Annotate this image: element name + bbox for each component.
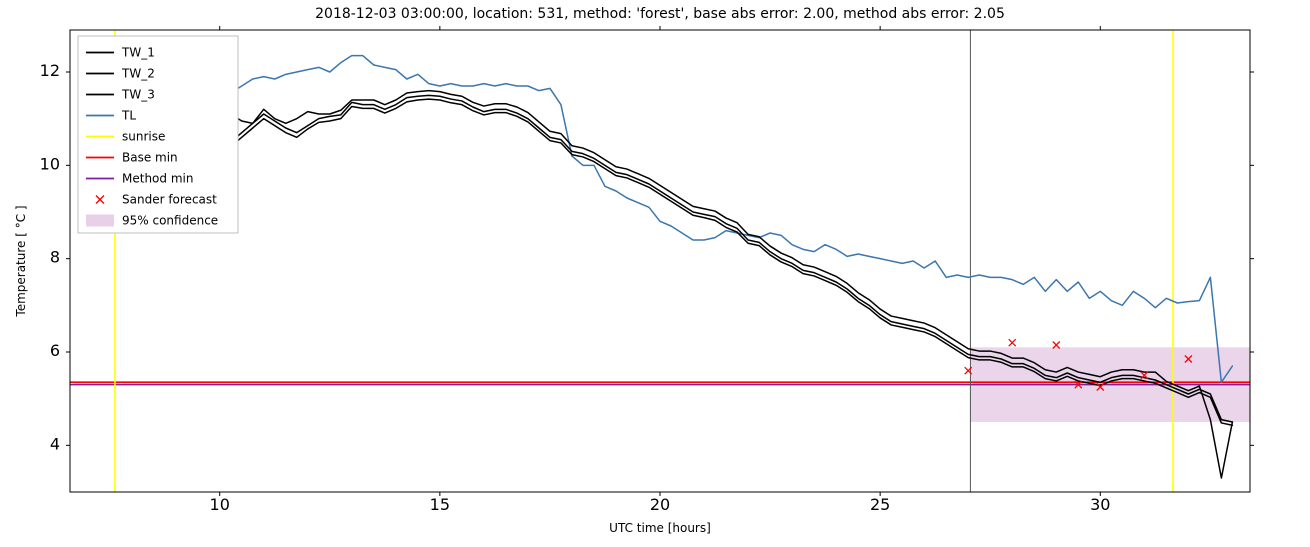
x-tick-label: 25	[870, 495, 890, 514]
legend-label: 95% confidence	[122, 214, 218, 228]
x-tick-label: 15	[430, 495, 450, 514]
y-axis-label: Temperature [ °C ]	[14, 205, 28, 317]
y-tick-label: 4	[50, 434, 60, 453]
legend-label: TW_1	[121, 46, 155, 60]
x-axis-label: UTC time [hours]	[609, 521, 711, 535]
legend: TW_1 TW_2 TW_3 TL sunrise Base min Method min S…	[78, 36, 238, 233]
legend-swatch	[86, 215, 114, 227]
y-tick-label: 6	[50, 341, 60, 360]
legend-label: sunrise	[122, 130, 165, 144]
legend-label: Base min	[122, 151, 178, 165]
x-tick-label: 30	[1090, 495, 1110, 514]
y-tick-label: 10	[40, 154, 60, 173]
legend-label: TW_3	[121, 88, 155, 102]
y-tick-label: 8	[50, 248, 60, 267]
legend-label: Method min	[122, 172, 193, 186]
legend-label: Sander forecast	[122, 193, 217, 207]
chart-title: 2018-12-03 03:00:00, location: 531, meth…	[315, 6, 1005, 22]
legend-label: TL	[121, 109, 136, 123]
chart-container: 10 15 20 25 30 4 6 8 10 12 UTC time [hours] Tempera…	[0, 0, 1310, 547]
legend-label: TW_2	[121, 67, 155, 81]
x-tick-label: 20	[650, 495, 670, 514]
y-tick-label: 12	[40, 61, 60, 80]
line-chart: 10 15 20 25 30 4 6 8 10 12 UTC time [hours] Tempera…	[0, 0, 1310, 547]
x-tick-label: 10	[210, 495, 230, 514]
